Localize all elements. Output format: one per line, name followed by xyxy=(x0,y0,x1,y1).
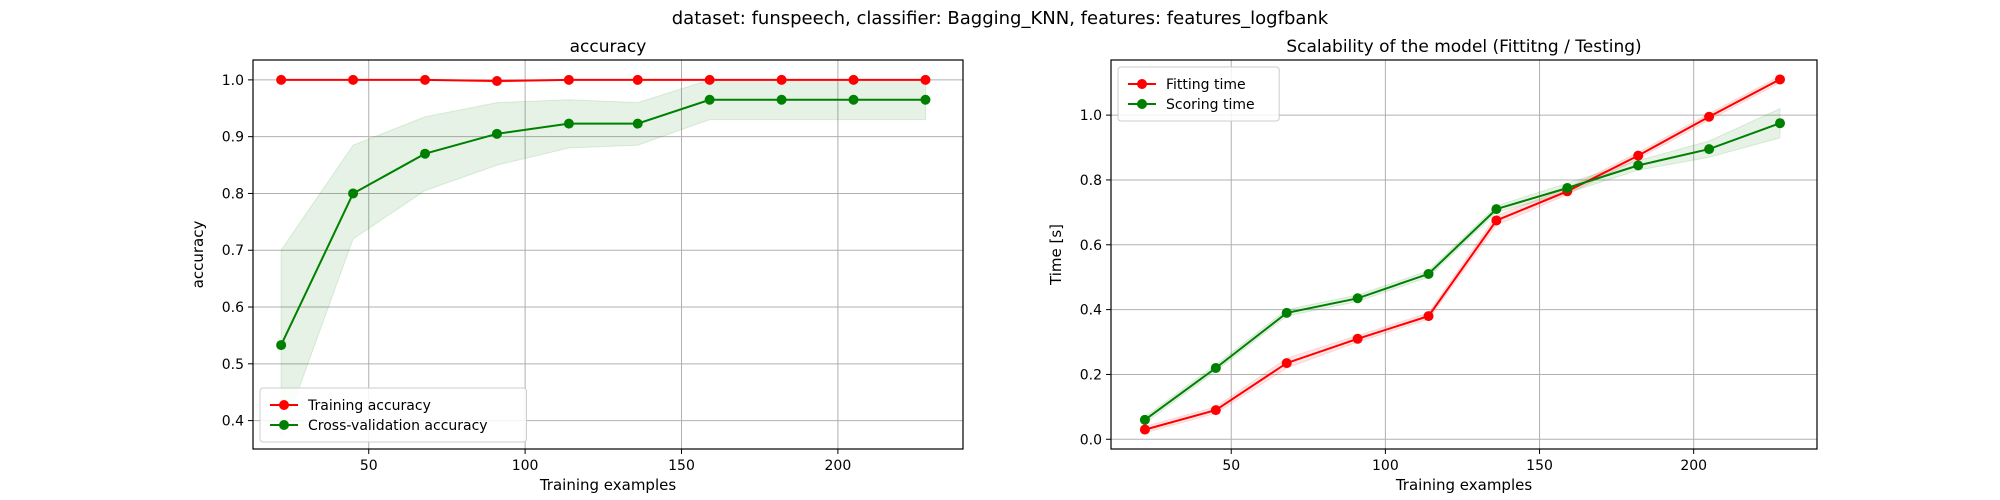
series-1-point xyxy=(1633,150,1644,161)
series-1-point xyxy=(1704,111,1715,122)
chart-title: Scalability of the model (Fittitng / Tes… xyxy=(1286,37,1641,57)
series-1-point xyxy=(848,74,859,85)
y-tick-label: 0.7 xyxy=(222,243,244,259)
y-tick-label: 0.8 xyxy=(1080,173,1102,189)
series-2-point xyxy=(1139,414,1150,425)
chart-2: 50 100 150 200 0.0 0.2 0.4 0.6 0.8 1.0 Scalability… xyxy=(1047,37,1818,494)
y-tick-label: 0.9 xyxy=(222,130,244,146)
plot-frame xyxy=(1110,59,1818,450)
y-tick-label: 0.4 xyxy=(222,414,244,430)
y-tick-label: 0.5 xyxy=(222,357,244,373)
series-2-point xyxy=(848,94,859,105)
series-2-line xyxy=(1144,122,1781,421)
series-1-point xyxy=(704,74,715,85)
x-tick-label: 100 xyxy=(512,458,539,474)
chart-1: 50 100 150 200 0.4 0.5 0.6 0.7 0.8 0.9 1.0 accuracy… xyxy=(189,37,964,494)
series-1-point xyxy=(1491,215,1502,226)
x-tick-label: 50 xyxy=(1222,458,1240,474)
series-2-line xyxy=(280,98,926,346)
series-1-point xyxy=(276,74,287,85)
series-2-point xyxy=(1562,183,1573,194)
series-1-point xyxy=(1775,74,1786,85)
legend-marker-1 xyxy=(279,400,289,410)
series-2-point xyxy=(420,148,431,159)
series-1-point xyxy=(776,74,787,85)
legend-label-1: Training accuracy xyxy=(307,398,431,414)
y-tick-label: 0.8 xyxy=(222,186,244,202)
y-tick-label: 0.2 xyxy=(1080,367,1102,383)
legend-label-2: Scoring time xyxy=(1166,97,1255,113)
x-tick-label: 200 xyxy=(825,458,852,474)
series-2-point xyxy=(491,128,502,139)
legend-marker-1 xyxy=(1137,79,1147,89)
series-1-point xyxy=(348,74,359,85)
series-1-point xyxy=(1139,424,1150,435)
series-1-point xyxy=(1352,333,1363,344)
figure-title: dataset: funspeech, classifier: Bagging_… xyxy=(672,8,1329,29)
series-1-point xyxy=(563,74,574,85)
chart-title: accuracy xyxy=(570,37,647,57)
series-1-point xyxy=(1423,311,1434,322)
series-2-point xyxy=(1423,268,1434,279)
legend: Fitting time Scoring time xyxy=(1117,66,1280,122)
legend: Training accuracy Cross-validation accura… xyxy=(259,387,527,443)
y-tick-label: 0.6 xyxy=(222,300,244,316)
series-2-point xyxy=(1633,160,1644,171)
x-tick-label: 100 xyxy=(1372,458,1399,474)
y-tick-label: 1.0 xyxy=(1080,108,1102,124)
legend-box xyxy=(259,387,527,443)
series-2-point xyxy=(348,188,359,199)
series-2-point xyxy=(563,118,574,129)
series-2-point xyxy=(1210,362,1221,373)
x-tick-label: 150 xyxy=(668,458,695,474)
series-2-point xyxy=(776,94,787,105)
series-2-point xyxy=(1352,293,1363,304)
series-1-point xyxy=(1210,405,1221,416)
series-1-point xyxy=(632,74,643,85)
x-axis-label: Training examples xyxy=(1395,476,1533,494)
legend-marker-2 xyxy=(279,420,289,430)
series-2-point xyxy=(1281,307,1292,318)
y-tick-label: 0.6 xyxy=(1080,238,1102,254)
series-2-point xyxy=(1704,144,1715,155)
x-tick-label: 50 xyxy=(360,458,378,474)
legend-box xyxy=(1117,66,1280,122)
series-1-point xyxy=(1281,358,1292,369)
series-2-point xyxy=(1775,118,1786,129)
x-tick-label: 150 xyxy=(1526,458,1553,474)
x-axis-label: Training examples xyxy=(539,476,677,494)
plot-frame xyxy=(252,59,964,450)
legend-marker-2 xyxy=(1137,99,1147,109)
series-2-point xyxy=(1491,204,1502,215)
series-2-point xyxy=(704,94,715,105)
series-1-line xyxy=(281,78,926,83)
y-axis-label: Time [s] xyxy=(1047,224,1065,286)
x-tick-label: 200 xyxy=(1680,458,1707,474)
legend-label-2: Cross-validation accuracy xyxy=(308,418,488,434)
series-1-point xyxy=(491,76,502,87)
y-tick-label: 0.4 xyxy=(1080,303,1102,319)
series-1-line xyxy=(1144,78,1781,431)
series-2-band xyxy=(1144,107,1781,425)
y-tick-label: 0.0 xyxy=(1080,432,1102,448)
series-1-point xyxy=(920,74,931,85)
series-1-point xyxy=(420,74,431,85)
series-2-point xyxy=(632,118,643,129)
series-2-point xyxy=(920,94,931,105)
y-tick-label: 1.0 xyxy=(222,73,244,89)
series-2-band xyxy=(280,79,926,438)
series-2-point xyxy=(276,340,287,351)
legend-label-1: Fitting time xyxy=(1166,77,1246,93)
y-axis-label: accuracy xyxy=(189,221,207,289)
